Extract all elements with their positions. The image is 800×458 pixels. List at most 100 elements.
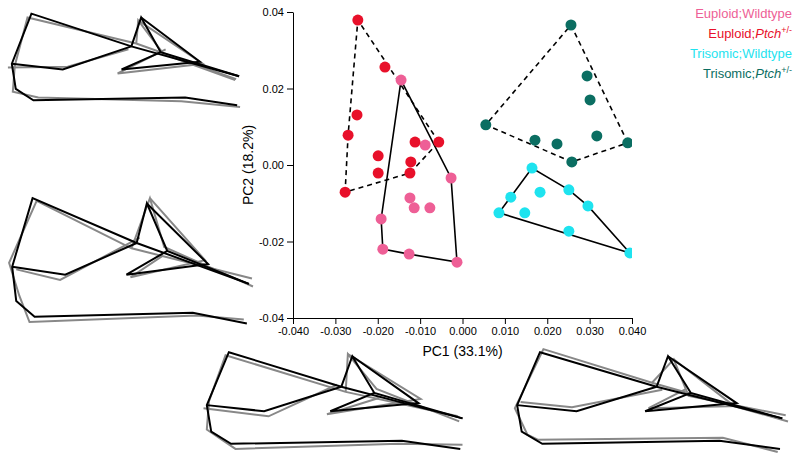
y-tick-mark: [287, 165, 293, 166]
x-tick-label: -0.020: [363, 325, 394, 337]
data-point: [340, 187, 351, 198]
shape-outline-black: [12, 14, 239, 106]
data-point: [505, 192, 516, 203]
x-tick-mark: [505, 318, 506, 324]
shape-outline-grey: [16, 238, 139, 280]
x-tick: -0.010: [405, 318, 436, 337]
plot-area: [340, 15, 632, 268]
shape-outline-black: [207, 352, 463, 449]
data-point: [376, 213, 387, 224]
shape-outline-black: [207, 387, 341, 411]
shape-wireframe: [515, 349, 788, 452]
legend-entry: Trisomic;Wildtype: [690, 46, 792, 61]
shape-outline-black: [517, 387, 656, 411]
data-point: [405, 156, 416, 167]
y-tick-label: -0.02: [259, 236, 284, 248]
x-tick-mark: [293, 318, 294, 324]
data-point: [446, 173, 457, 184]
x-tick: 0.010: [492, 318, 520, 337]
legend-entry: Euploid;Ptch+/-: [708, 25, 792, 41]
data-point: [535, 187, 546, 198]
x-tick-label: 0.000: [449, 325, 477, 337]
shape-wireframe: [8, 14, 240, 107]
data-point: [424, 202, 435, 213]
shape-outline-black: [12, 46, 132, 69]
group-hull: [499, 168, 630, 253]
shape-outline-grey: [9, 201, 252, 322]
data-point: [622, 137, 632, 148]
x-tick: 0.030: [576, 318, 604, 337]
data-point: [410, 137, 421, 148]
y-tick-label: 0.04: [263, 6, 284, 18]
shape-outline-black: [12, 243, 136, 275]
x-tick-label: 0.040: [619, 325, 647, 337]
data-point: [404, 192, 415, 203]
data-point: [404, 249, 415, 260]
y-axis-title: PC2 (18.2%): [240, 125, 256, 205]
x-tick-label: 0.030: [576, 325, 604, 337]
data-point: [493, 207, 504, 218]
shape-outline-black: [645, 356, 736, 411]
shape-outline-black: [517, 352, 782, 449]
data-point: [563, 184, 574, 195]
x-axis: -0.040-0.030-0.020-0.0100.0000.0100.0200…: [278, 318, 646, 337]
data-point: [396, 75, 407, 86]
y-tick-mark: [287, 12, 293, 13]
x-tick: -0.020: [363, 318, 394, 337]
y-axis-line: [293, 13, 294, 319]
y-tick-label: -0.04: [259, 312, 284, 324]
x-axis-title: PC1 (33.1%): [422, 343, 502, 359]
x-tick: -0.030: [320, 318, 351, 337]
group-hull: [381, 80, 457, 262]
shape-outline-black: [122, 17, 200, 69]
shape-outline-grey: [515, 349, 788, 452]
y-tick-mark: [287, 318, 293, 319]
data-point: [565, 20, 576, 31]
x-tick-mark: [547, 318, 548, 324]
x-tick-mark: [590, 318, 591, 324]
data-point: [582, 70, 593, 81]
data-point: [351, 109, 362, 120]
data-point: [420, 140, 431, 151]
group-hull: [486, 25, 628, 162]
x-tick: 0.040: [619, 318, 647, 337]
shape-outline-grey: [207, 355, 463, 449]
y-tick-mark: [287, 89, 293, 90]
y-tick-label: 0.00: [263, 159, 284, 171]
x-tick: 0.020: [534, 318, 562, 337]
data-point: [352, 15, 363, 26]
x-tick-mark: [632, 318, 633, 324]
chart: -0.040-0.030-0.020-0.0100.0000.0100.0200…: [0, 0, 800, 458]
y-tick-mark: [287, 242, 293, 243]
y-tick: -0.04: [259, 312, 293, 324]
x-tick-label: -0.010: [405, 325, 436, 337]
y-tick: 0.04: [263, 6, 293, 18]
data-point: [373, 168, 384, 179]
x-tick-label: 0.020: [534, 325, 562, 337]
data-point: [551, 138, 562, 149]
x-tick: 0.000: [449, 318, 477, 337]
shape-wireframe: [204, 352, 463, 449]
x-tick-mark: [378, 318, 379, 324]
legend-entry: Trisomic;Ptch+/-: [703, 65, 792, 81]
data-point: [566, 156, 577, 167]
y-axis: -0.04 -0.02 0.00 0.02 0.04: [259, 6, 294, 324]
data-point: [529, 135, 540, 146]
y-tick: 0.00: [263, 159, 293, 171]
y-tick: 0.02: [263, 83, 293, 95]
x-tick-mark: [335, 318, 336, 324]
data-point: [526, 163, 537, 174]
data-point: [591, 130, 602, 141]
group-hull: [345, 20, 439, 192]
data-point: [519, 207, 530, 218]
x-tick-mark: [420, 318, 421, 324]
shape-outline-grey: [13, 17, 240, 107]
y-tick: -0.02: [259, 236, 293, 248]
shape-wireframe: [9, 198, 253, 323]
x-tick-label: 0.010: [492, 325, 520, 337]
x-tick-label: -0.030: [320, 325, 351, 337]
data-point: [563, 226, 574, 237]
data-point: [451, 257, 462, 268]
data-point: [409, 202, 420, 213]
data-point: [582, 200, 593, 211]
